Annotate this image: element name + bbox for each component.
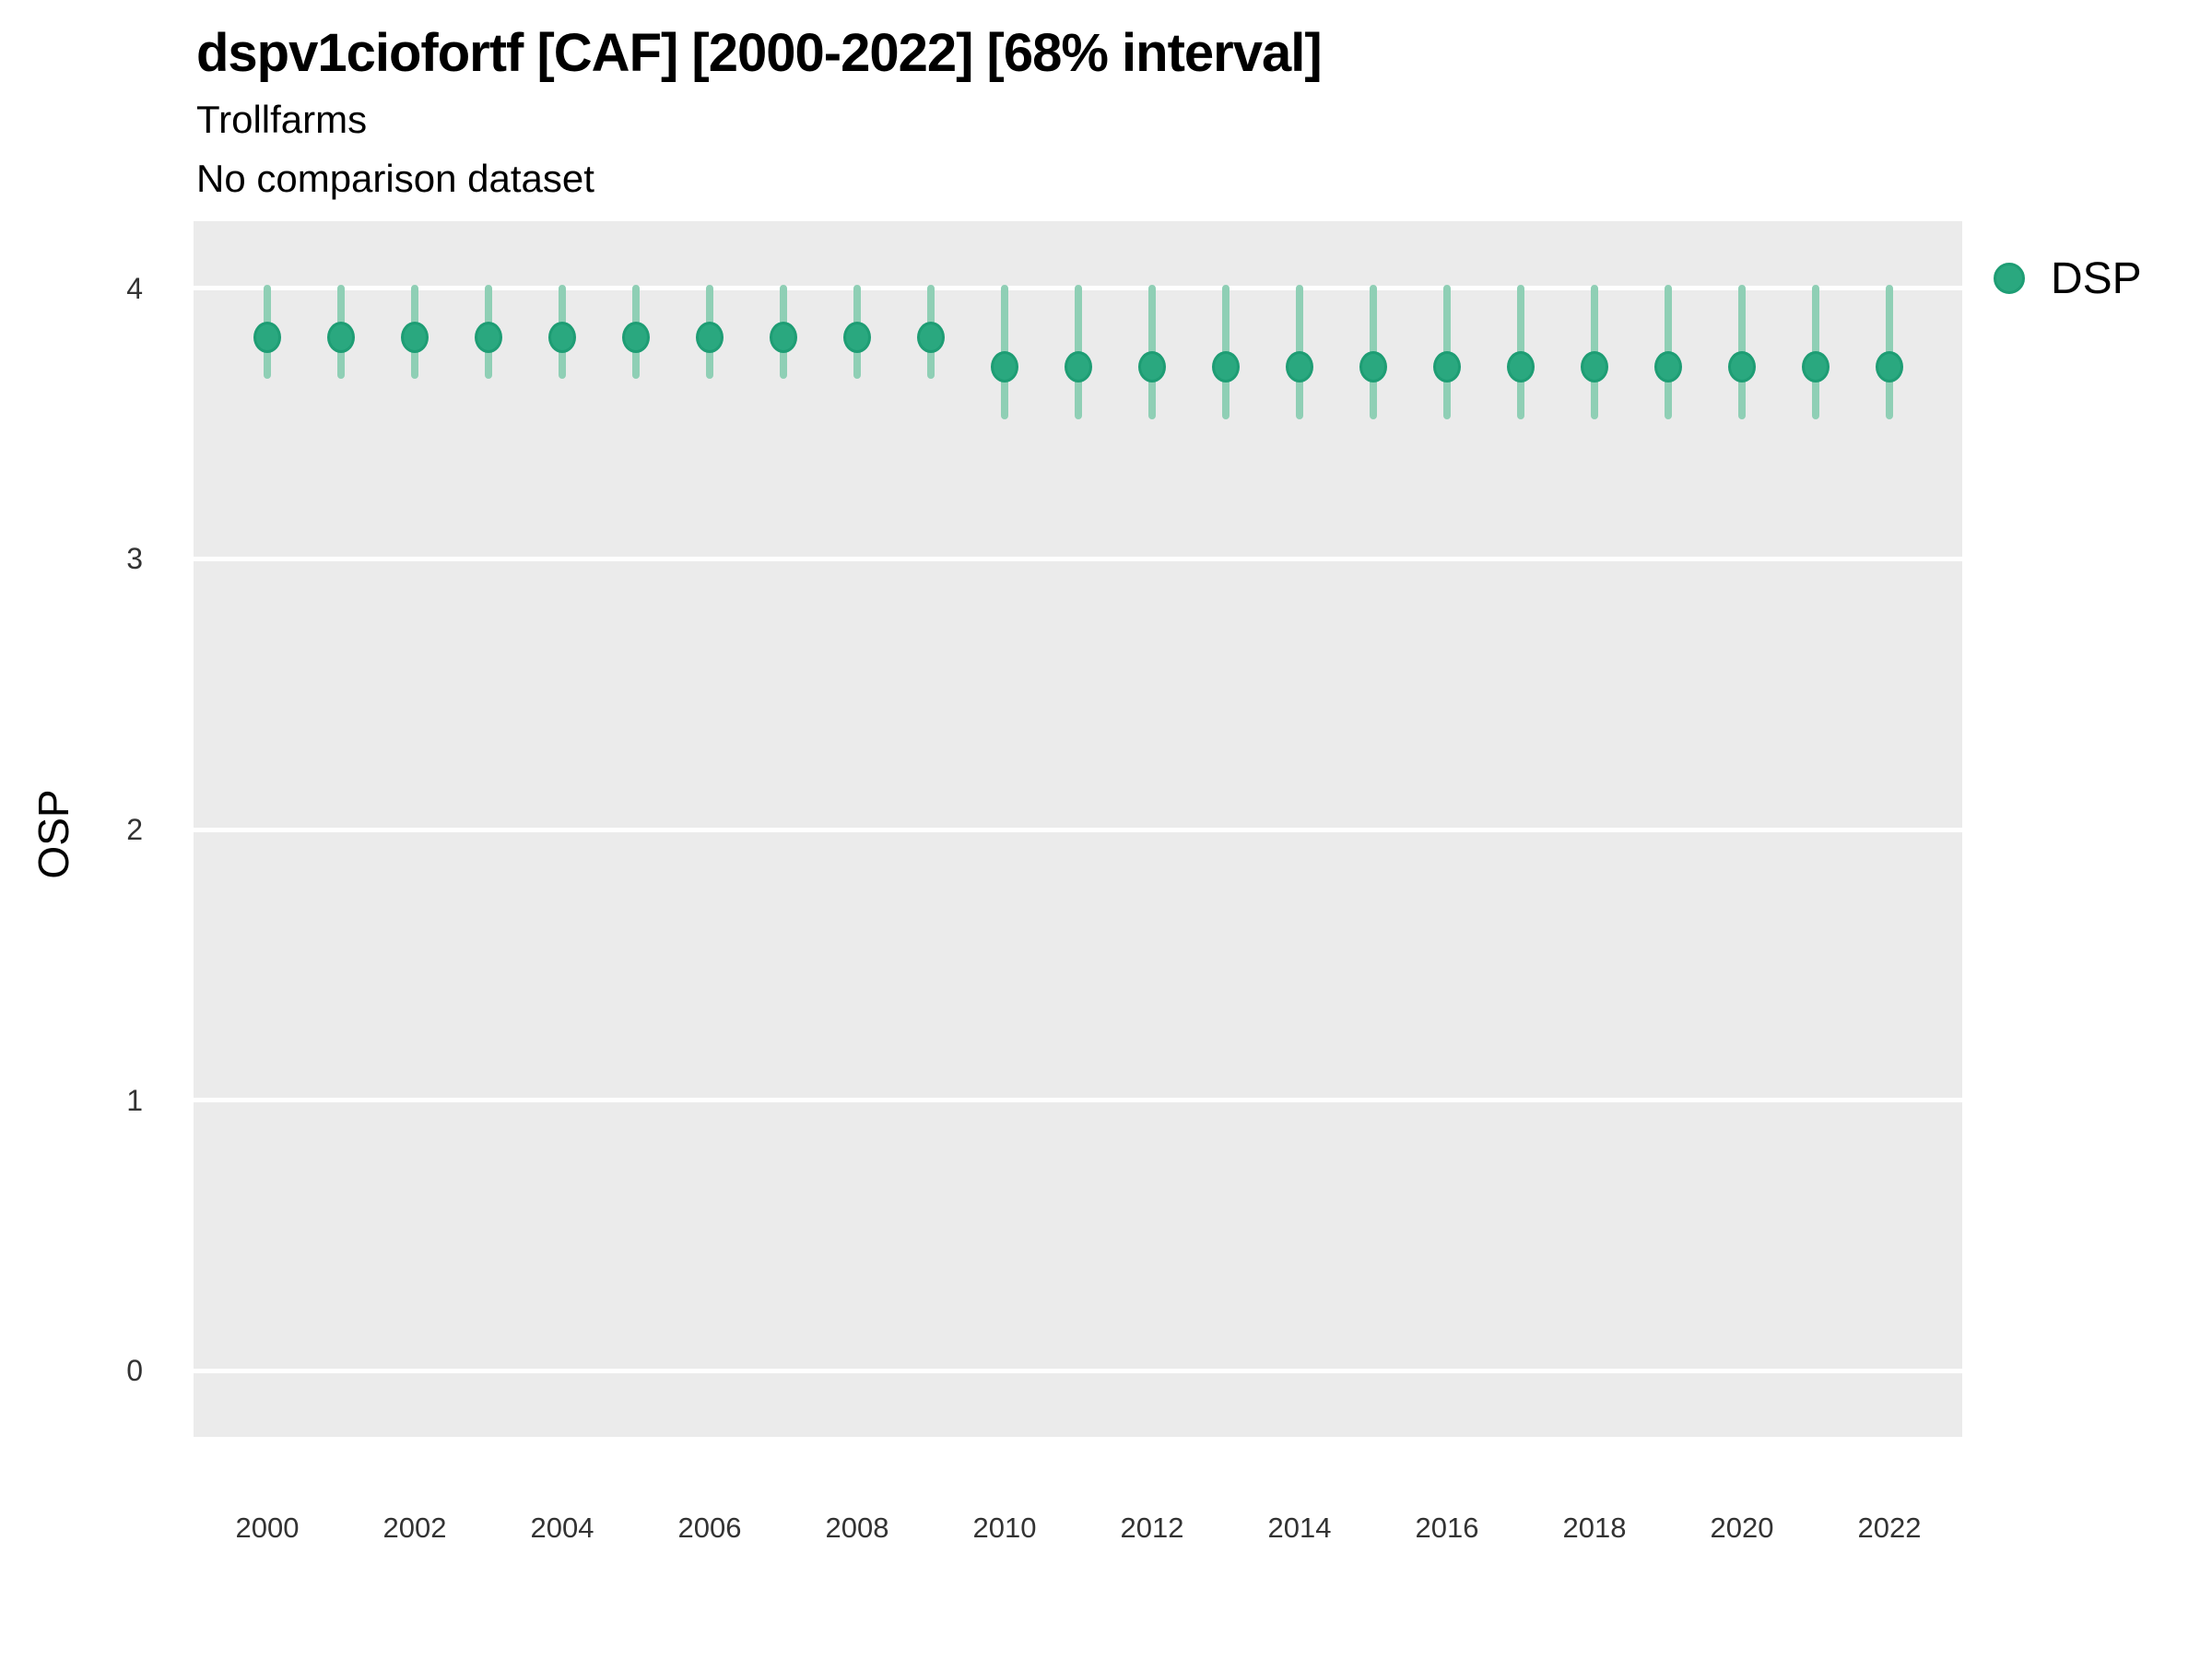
chart-title: dspv1ciofortf [CAF] [2000-2022] [68% int… bbox=[196, 23, 1323, 83]
x-tick-label-2002: 2002 bbox=[382, 1512, 447, 1544]
data-point-2007 bbox=[770, 321, 797, 353]
legend-label: DSP bbox=[2051, 253, 2142, 303]
data-point-2010 bbox=[991, 350, 1018, 382]
gridline-y-0 bbox=[194, 1368, 1962, 1373]
chart-subtitle-comparison: No comparison dataset bbox=[196, 157, 594, 200]
data-point-2012 bbox=[1138, 350, 1166, 382]
data-point-2015 bbox=[1359, 350, 1387, 382]
data-point-2005 bbox=[622, 321, 650, 353]
x-tick-label-2008: 2008 bbox=[825, 1512, 889, 1544]
y-tick-label-4: 4 bbox=[126, 271, 143, 305]
legend-point-icon bbox=[1994, 263, 2025, 294]
data-point-2008 bbox=[843, 321, 871, 353]
y-tick-label-1: 1 bbox=[126, 1083, 143, 1117]
data-point-2013 bbox=[1212, 350, 1240, 382]
chart-subtitle: Trollfarms bbox=[196, 98, 368, 141]
data-point-2021 bbox=[1802, 350, 1830, 382]
y-tick-label-0: 0 bbox=[126, 1354, 143, 1388]
x-tick-label-2006: 2006 bbox=[677, 1512, 742, 1544]
x-tick-label-2010: 2010 bbox=[972, 1512, 1037, 1544]
data-point-2003 bbox=[475, 321, 502, 353]
legend: DSP bbox=[1994, 254, 2142, 303]
gridline-y-1 bbox=[194, 1098, 1962, 1103]
data-point-2002 bbox=[401, 321, 429, 353]
x-tick-label-2020: 2020 bbox=[1710, 1512, 1774, 1544]
data-point-2017 bbox=[1507, 350, 1535, 382]
data-point-2014 bbox=[1286, 350, 1313, 382]
data-point-2001 bbox=[327, 321, 355, 353]
data-point-2020 bbox=[1728, 350, 1756, 382]
x-tick-label-2004: 2004 bbox=[530, 1512, 594, 1544]
data-point-2006 bbox=[696, 321, 724, 353]
x-tick-label-2022: 2022 bbox=[1857, 1512, 1922, 1544]
data-point-2004 bbox=[548, 321, 576, 353]
data-point-2000 bbox=[253, 321, 281, 353]
x-tick-label-2012: 2012 bbox=[1120, 1512, 1184, 1544]
data-point-2016 bbox=[1433, 350, 1461, 382]
gridline-y-2 bbox=[194, 827, 1962, 832]
x-tick-label-2018: 2018 bbox=[1562, 1512, 1627, 1544]
data-point-2018 bbox=[1581, 350, 1608, 382]
gridline-y-3 bbox=[194, 556, 1962, 561]
x-tick-label-2016: 2016 bbox=[1415, 1512, 1479, 1544]
data-point-2019 bbox=[1654, 350, 1682, 382]
plot-panel bbox=[194, 221, 1962, 1437]
y-tick-label-3: 3 bbox=[126, 542, 143, 576]
data-point-2022 bbox=[1876, 350, 1903, 382]
x-tick-label-2000: 2000 bbox=[235, 1512, 300, 1544]
x-tick-label-2014: 2014 bbox=[1267, 1512, 1332, 1544]
data-point-2009 bbox=[917, 321, 945, 353]
data-point-2011 bbox=[1065, 350, 1092, 382]
y-tick-label-2: 2 bbox=[126, 813, 143, 846]
